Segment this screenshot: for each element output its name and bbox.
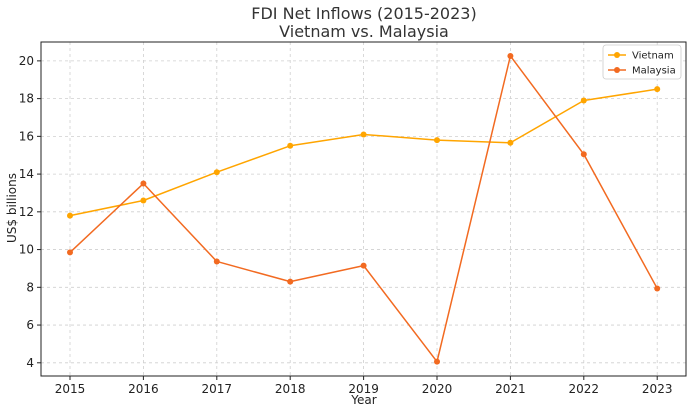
y-axis-label: US$ billions (5, 173, 19, 243)
data-point-vietnam (580, 97, 587, 104)
y-tick-label: 10 (19, 243, 34, 257)
series-line-malaysia (69, 55, 658, 363)
data-point-malaysia (67, 249, 73, 256)
x-axis: 2015 2016 2017 2018 2019 2020 2021 2022 2023 (55, 376, 673, 396)
x-tick-label: 2015 (55, 382, 86, 396)
data-point-malaysia (507, 52, 514, 59)
chart-subtitle: Vietnam vs. Malaysia (279, 22, 449, 41)
data-point-malaysia (360, 262, 367, 269)
x-tick-label: 2019 (348, 382, 379, 396)
x-tick-label: 2020 (422, 382, 453, 396)
data-point-vietnam (67, 212, 73, 219)
x-tick-label: 2016 (128, 382, 159, 396)
y-tick-label: 16 (19, 129, 34, 143)
y-tick-label: 20 (19, 54, 34, 68)
grid (41, 42, 686, 376)
data-point-vietnam (654, 86, 661, 93)
x-tick-label: 2023 (642, 382, 673, 396)
series-layer (67, 52, 661, 365)
legend-label-vietnam: Vietnam (632, 51, 674, 62)
legend: Vietnam Malaysia (602, 44, 682, 80)
y-tick-label: 18 (19, 92, 34, 106)
data-point-vietnam (140, 197, 147, 204)
x-tick-label: 2017 (202, 382, 233, 396)
chart-title: FDI Net Inflows (2015-2023) (251, 4, 476, 23)
y-tick-label: 8 (26, 280, 34, 294)
data-point-malaysia (287, 278, 294, 285)
data-point-malaysia (140, 180, 147, 187)
y-axis: 4 6 8 10 12 14 16 18 20 (19, 54, 41, 370)
data-point-vietnam (507, 139, 514, 146)
data-point-malaysia (213, 258, 220, 265)
x-axis-label: Year (350, 393, 376, 407)
data-point-malaysia (654, 285, 661, 292)
y-tick-label: 14 (19, 167, 34, 181)
x-tick-label: 2018 (275, 382, 306, 396)
data-point-malaysia (434, 358, 440, 365)
legend-label-malaysia: Malaysia (632, 66, 676, 77)
data-point-vietnam (213, 169, 220, 176)
x-tick-label: 2021 (495, 382, 526, 396)
data-point-vietnam (287, 142, 294, 149)
data-point-vietnam (434, 137, 440, 144)
y-tick-label: 12 (19, 205, 34, 219)
y-tick-label: 6 (26, 318, 34, 332)
data-point-vietnam (360, 131, 367, 138)
x-tick-label: 2022 (569, 382, 600, 396)
legend-marker-vietnam (614, 52, 620, 58)
legend-marker-malaysia (614, 67, 620, 73)
y-tick-label: 4 (26, 356, 34, 370)
data-point-malaysia (580, 151, 587, 158)
